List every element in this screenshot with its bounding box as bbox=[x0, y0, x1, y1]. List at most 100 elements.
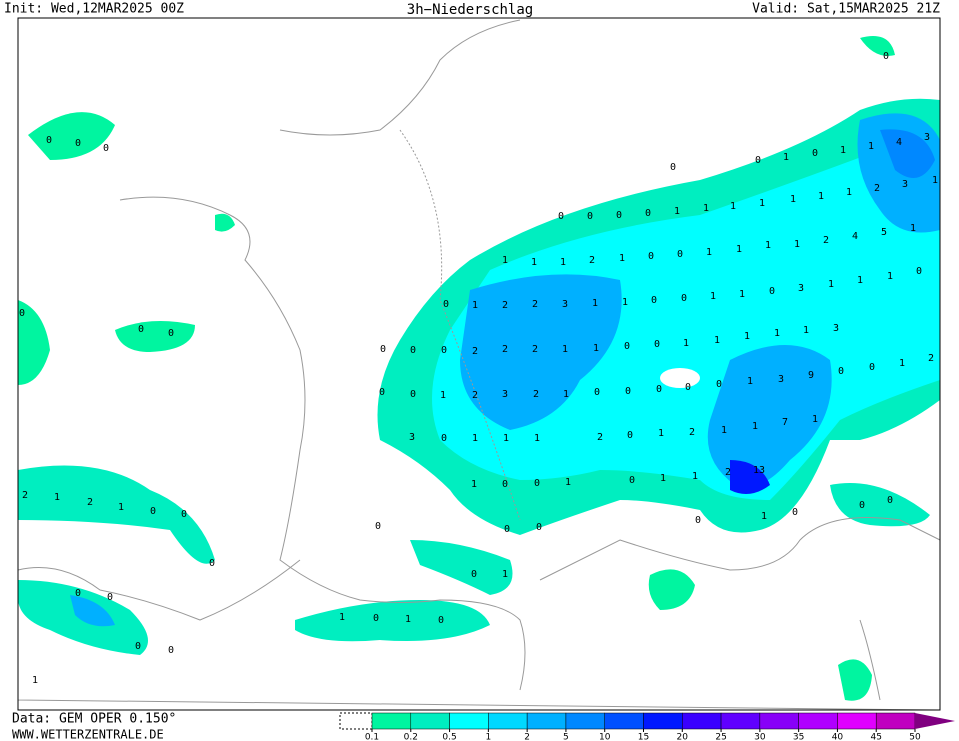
precip-label: 0 bbox=[869, 362, 875, 373]
precip-label: 1 bbox=[502, 569, 508, 580]
precip-label: 0 bbox=[624, 341, 630, 352]
precip-label: 0 bbox=[685, 382, 691, 393]
precip-label: 0 bbox=[471, 569, 477, 580]
precip-label: 2 bbox=[533, 389, 539, 400]
precip-label: 2 bbox=[928, 353, 934, 364]
precip-label: 0 bbox=[859, 500, 865, 511]
precip-label: 2 bbox=[589, 255, 595, 266]
precip-label: 0 bbox=[792, 507, 798, 518]
precip-label: 0 bbox=[410, 389, 416, 400]
colorbar-bin bbox=[759, 712, 799, 730]
precip-label: 0 bbox=[769, 286, 775, 297]
precip-label: 2 bbox=[502, 344, 508, 355]
colorbar-bin bbox=[837, 712, 877, 730]
colorbar-label: 1 bbox=[485, 733, 491, 741]
valid-time: Valid: Sat,15MAR2025 21Z bbox=[752, 2, 940, 17]
colorbar-bin bbox=[488, 712, 528, 730]
precip-label: 1 bbox=[818, 191, 824, 202]
precip-label: 0 bbox=[716, 379, 722, 390]
precip-label: 1 bbox=[658, 428, 664, 439]
colorbar-bin bbox=[643, 712, 683, 730]
precip-label: 1 bbox=[828, 279, 834, 290]
precip-label: 1 bbox=[703, 203, 709, 214]
precip-label: 2 bbox=[87, 497, 93, 508]
precip-label: 0 bbox=[441, 345, 447, 356]
map-title: 3h−Niederschlag bbox=[407, 2, 533, 18]
precip-label: 0 bbox=[135, 641, 141, 652]
precip-label: 1 bbox=[736, 244, 742, 255]
precip-label: 1 bbox=[899, 358, 905, 369]
precip-label: 0 bbox=[46, 135, 52, 146]
precip-label: 0 bbox=[648, 251, 654, 262]
precip-label: 1 bbox=[887, 271, 893, 282]
colorbar-label: 20 bbox=[677, 733, 689, 741]
precip-label: 0 bbox=[812, 148, 818, 159]
colorbar-bin bbox=[371, 712, 412, 730]
precip-label: 0 bbox=[504, 524, 510, 535]
precip-label: 1 bbox=[592, 298, 598, 309]
precip-label: 1 bbox=[910, 223, 916, 234]
precip-label: 2 bbox=[532, 344, 538, 355]
precip-label: 2 bbox=[597, 432, 603, 443]
precip-label: 1 bbox=[619, 253, 625, 264]
precip-label: 1 bbox=[531, 257, 537, 268]
precip-label: 1 bbox=[502, 255, 508, 266]
precip-label: 1 bbox=[622, 297, 628, 308]
colorbar-bin bbox=[565, 712, 605, 730]
colorbar-bin bbox=[604, 712, 644, 730]
precipitation-areas bbox=[18, 36, 940, 701]
precip-label: 0 bbox=[209, 558, 215, 569]
map-frame bbox=[17, 17, 941, 711]
precip-label: 1 bbox=[660, 473, 666, 484]
data-source: Data: GEM OPER 0.150° bbox=[12, 712, 176, 727]
precip-label: 1 bbox=[730, 201, 736, 212]
precip-label: 2 bbox=[472, 390, 478, 401]
website: WWW.WETTERZENTRALE.DE bbox=[12, 728, 164, 741]
precip-label: 3 bbox=[833, 323, 839, 334]
precip-label: 0 bbox=[75, 138, 81, 149]
precip-label: 1 bbox=[721, 425, 727, 436]
precip-label: 0 bbox=[373, 613, 379, 624]
colorbar-bin bbox=[449, 712, 489, 730]
precip-label: 0 bbox=[168, 645, 174, 656]
colorbar-label: 10 bbox=[599, 733, 611, 741]
precip-label: 1 bbox=[593, 343, 599, 354]
precip-label: 0 bbox=[75, 588, 81, 599]
precip-label: 3 bbox=[502, 389, 508, 400]
precip-label: 0 bbox=[534, 478, 540, 489]
precip-label: 2 bbox=[22, 490, 28, 501]
precip-label: 1 bbox=[472, 433, 478, 444]
precip-label: 0 bbox=[651, 295, 657, 306]
precip-label: 0 bbox=[677, 249, 683, 260]
colorbar-label: 45 bbox=[870, 733, 881, 741]
precip-label: 1 bbox=[534, 433, 540, 444]
colorbar-bin bbox=[875, 712, 916, 730]
precip-label: 1 bbox=[440, 390, 446, 401]
precip-label: 0 bbox=[755, 155, 761, 166]
precip-label: 1 bbox=[790, 194, 796, 205]
precip-label: 1 bbox=[54, 492, 60, 503]
colorbar-label: 25 bbox=[715, 733, 726, 741]
precip-label: 1 bbox=[562, 344, 568, 355]
precip-label: 7 bbox=[782, 417, 788, 428]
precip-label: 0 bbox=[375, 521, 381, 532]
precip-label: 1 bbox=[846, 187, 852, 198]
precip-label: 0 bbox=[587, 211, 593, 222]
precip-label: 0 bbox=[410, 345, 416, 356]
precip-label: 1 bbox=[759, 198, 765, 209]
precip-label: 5 bbox=[881, 227, 887, 238]
precip-label: 1 bbox=[774, 328, 780, 339]
precip-label: 1 bbox=[794, 239, 800, 250]
precip-label: 0 bbox=[645, 208, 651, 219]
colorbar-bin bbox=[682, 712, 722, 730]
precip-label: 3 bbox=[409, 432, 415, 443]
colorbar-below bbox=[339, 712, 373, 730]
precip-label: 0 bbox=[380, 344, 386, 355]
colorbar-bin bbox=[526, 712, 567, 730]
colorbar-label: 50 bbox=[909, 733, 921, 741]
precip-label: 1 bbox=[803, 325, 809, 336]
init-time: Init: Wed,12MAR2025 00Z bbox=[4, 2, 184, 17]
precip-label: 1 bbox=[405, 614, 411, 625]
precip-label: 3 bbox=[924, 132, 930, 143]
precip-label: 0 bbox=[150, 506, 156, 517]
